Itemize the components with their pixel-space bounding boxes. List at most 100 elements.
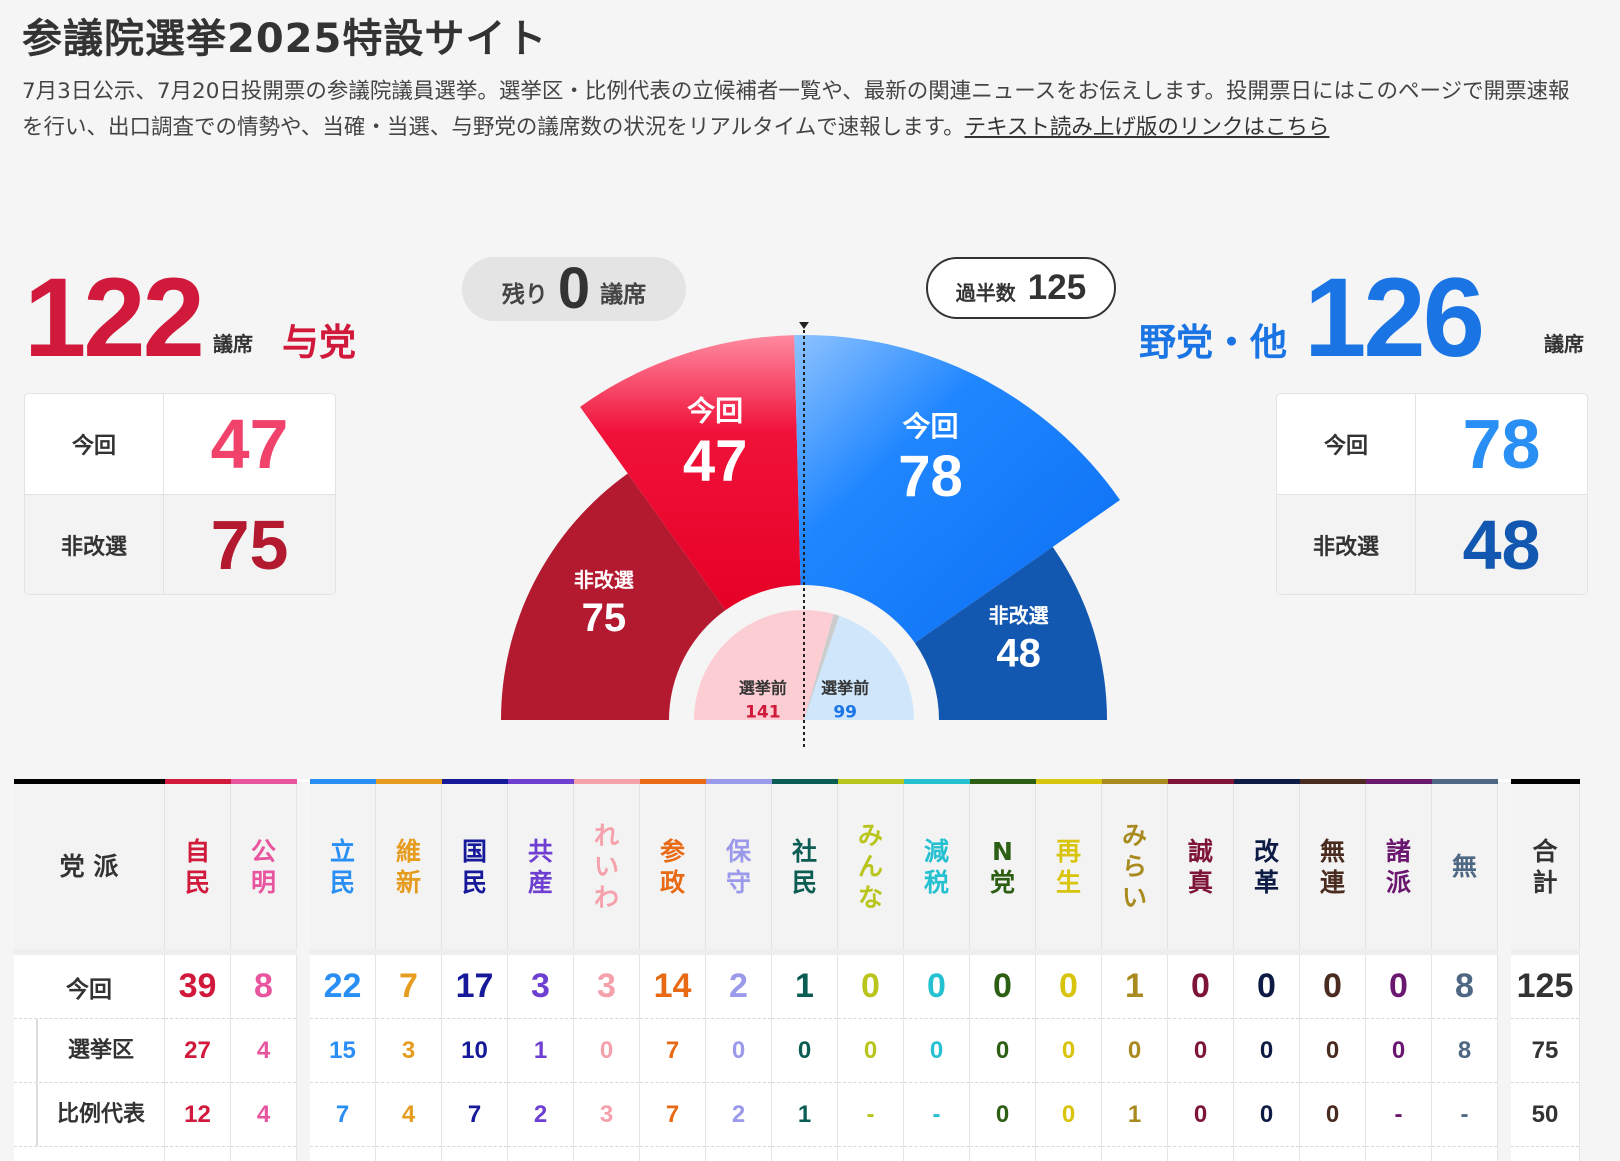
seat-count-cell: 0 xyxy=(1036,1019,1102,1083)
seat-count-cell: 0 xyxy=(970,1083,1036,1147)
tail-cell xyxy=(1366,1147,1432,1161)
ruling-current-row: 今回 47 xyxy=(25,394,335,494)
seat-count-cell: 7 xyxy=(442,1083,508,1147)
party-name: 保守 xyxy=(725,836,752,898)
majority-marker-icon xyxy=(799,322,809,329)
tail-cell xyxy=(508,1147,574,1161)
party-name: 諸派 xyxy=(1385,836,1412,898)
opposition-holdover-label: 非改選 xyxy=(1277,495,1416,595)
seat-count-cell: 8 xyxy=(1432,1019,1498,1083)
majority-label: 過半数 xyxy=(956,277,1016,306)
seat-count-cell: 0 xyxy=(1300,952,1366,1019)
seat-count-cell: 7 xyxy=(640,1083,706,1147)
group-gap xyxy=(297,952,311,1019)
pre-election-ruling-value: 141 xyxy=(745,703,781,723)
opposition-seats-unit: 議席 xyxy=(1544,328,1584,357)
seat-count-cell: 15 xyxy=(310,1019,376,1083)
text-reader-link[interactable]: テキスト読み上げ版のリンクはこちら xyxy=(965,115,1330,140)
party-header: 維新 xyxy=(376,782,442,953)
majority-pill: 過半数 125 xyxy=(926,257,1116,319)
party-name: 改革 xyxy=(1253,836,1280,898)
tail-cell xyxy=(1432,1147,1498,1161)
row-total-cell: 75 xyxy=(1511,1019,1580,1083)
seat-count-cell: 0 xyxy=(1300,1019,1366,1083)
table-row-tail xyxy=(14,1147,1580,1161)
seat-count-cell: 0 xyxy=(574,1019,640,1083)
opposition-current-row: 今回 78 xyxy=(1277,394,1587,494)
seat-count-cell: - xyxy=(1366,1083,1432,1147)
remaining-value: 0 xyxy=(558,265,590,313)
seat-count-cell: 2 xyxy=(706,952,772,1019)
segment-label: 今回 xyxy=(902,410,958,443)
party-name: 減税 xyxy=(923,836,950,898)
seat-count-cell: 0 xyxy=(1036,952,1102,1019)
party-header: 国民 xyxy=(442,782,508,953)
tail-cell xyxy=(1300,1147,1366,1161)
party-header: 無連 xyxy=(1300,782,1366,953)
party-name: 維新 xyxy=(395,836,422,898)
party-name: 社民 xyxy=(791,836,818,898)
seat-count-cell: 0 xyxy=(1366,1019,1432,1083)
row-label-cell: 今回 xyxy=(14,952,165,1019)
seat-count-cell: 1 xyxy=(508,1019,574,1083)
seat-count-cell: 4 xyxy=(376,1083,442,1147)
opposition-holdover-row: 非改選 48 xyxy=(1277,494,1587,595)
party-header: 共産 xyxy=(508,782,574,953)
row-total-cell: 125 xyxy=(1511,952,1580,1019)
party-header: みらい xyxy=(1102,782,1168,953)
party-header: 諸派 xyxy=(1366,782,1432,953)
opposition-breakdown-box: 今回 78 非改選 48 xyxy=(1276,393,1588,595)
party-header: 再生 xyxy=(1036,782,1102,953)
opposition-holdover-value: 48 xyxy=(1416,495,1587,595)
seat-count-cell: 0 xyxy=(970,952,1036,1019)
seat-count-cell: 10 xyxy=(442,1019,508,1083)
seat-count-cell: 2 xyxy=(706,1083,772,1147)
party-name: 公明 xyxy=(250,836,277,898)
party-header: 社民 xyxy=(772,782,838,953)
seat-count-cell: 0 xyxy=(1168,1019,1234,1083)
party-header: 公明 xyxy=(231,782,297,953)
seat-count-cell: 0 xyxy=(1036,1083,1102,1147)
row-total-cell: 50 xyxy=(1511,1083,1580,1147)
party-name: 参政 xyxy=(659,836,686,898)
seat-count-cell: 1 xyxy=(1102,1083,1168,1147)
seat-count-cell: 3 xyxy=(508,952,574,1019)
party-name: 誠真 xyxy=(1187,836,1214,898)
seat-count-cell: 0 xyxy=(772,1019,838,1083)
opposition-total-seats: 126 xyxy=(1304,262,1482,374)
tail-cell xyxy=(904,1147,970,1161)
party-header: れいわ xyxy=(574,782,640,953)
seat-count-cell: 0 xyxy=(904,952,970,1019)
ruling-holdover-label: 非改選 xyxy=(25,495,164,595)
group-gap xyxy=(1498,952,1512,1019)
seat-count-cell: 0 xyxy=(1234,1019,1300,1083)
ruling-seats-unit: 議席 xyxy=(213,328,253,357)
tail-cell xyxy=(1102,1147,1168,1161)
group-gap xyxy=(297,1147,311,1161)
row-label-cell: 選挙区 xyxy=(14,1019,165,1083)
ruling-holdover-row: 非改選 75 xyxy=(25,494,335,595)
seat-count-cell: 1 xyxy=(772,1083,838,1147)
tail-cell xyxy=(970,1147,1036,1161)
party-header: N党 xyxy=(970,782,1036,953)
pre-election-ruling-label: 選挙前 xyxy=(739,679,787,698)
tail-cell xyxy=(231,1147,297,1161)
seat-count-cell: 0 xyxy=(1300,1083,1366,1147)
tail-cell xyxy=(772,1147,838,1161)
row-label-cell: 比例代表 xyxy=(14,1083,165,1147)
party-name: 無 xyxy=(1451,851,1478,882)
row-label: 選挙区 xyxy=(36,1019,164,1082)
party-header-label: 党 派 xyxy=(14,782,165,953)
ruling-coalition-label: 与党 xyxy=(282,312,356,366)
party-header: 減税 xyxy=(904,782,970,953)
seat-count-cell: 0 xyxy=(706,1019,772,1083)
seat-count-cell: 8 xyxy=(231,952,297,1019)
seat-count-cell: 12 xyxy=(165,1083,231,1147)
seat-count-cell: 3 xyxy=(574,952,640,1019)
tail-cell xyxy=(1036,1147,1102,1161)
seat-count-cell: - xyxy=(904,1083,970,1147)
seat-count-cell: - xyxy=(838,1083,904,1147)
party-name: 共産 xyxy=(527,836,554,898)
